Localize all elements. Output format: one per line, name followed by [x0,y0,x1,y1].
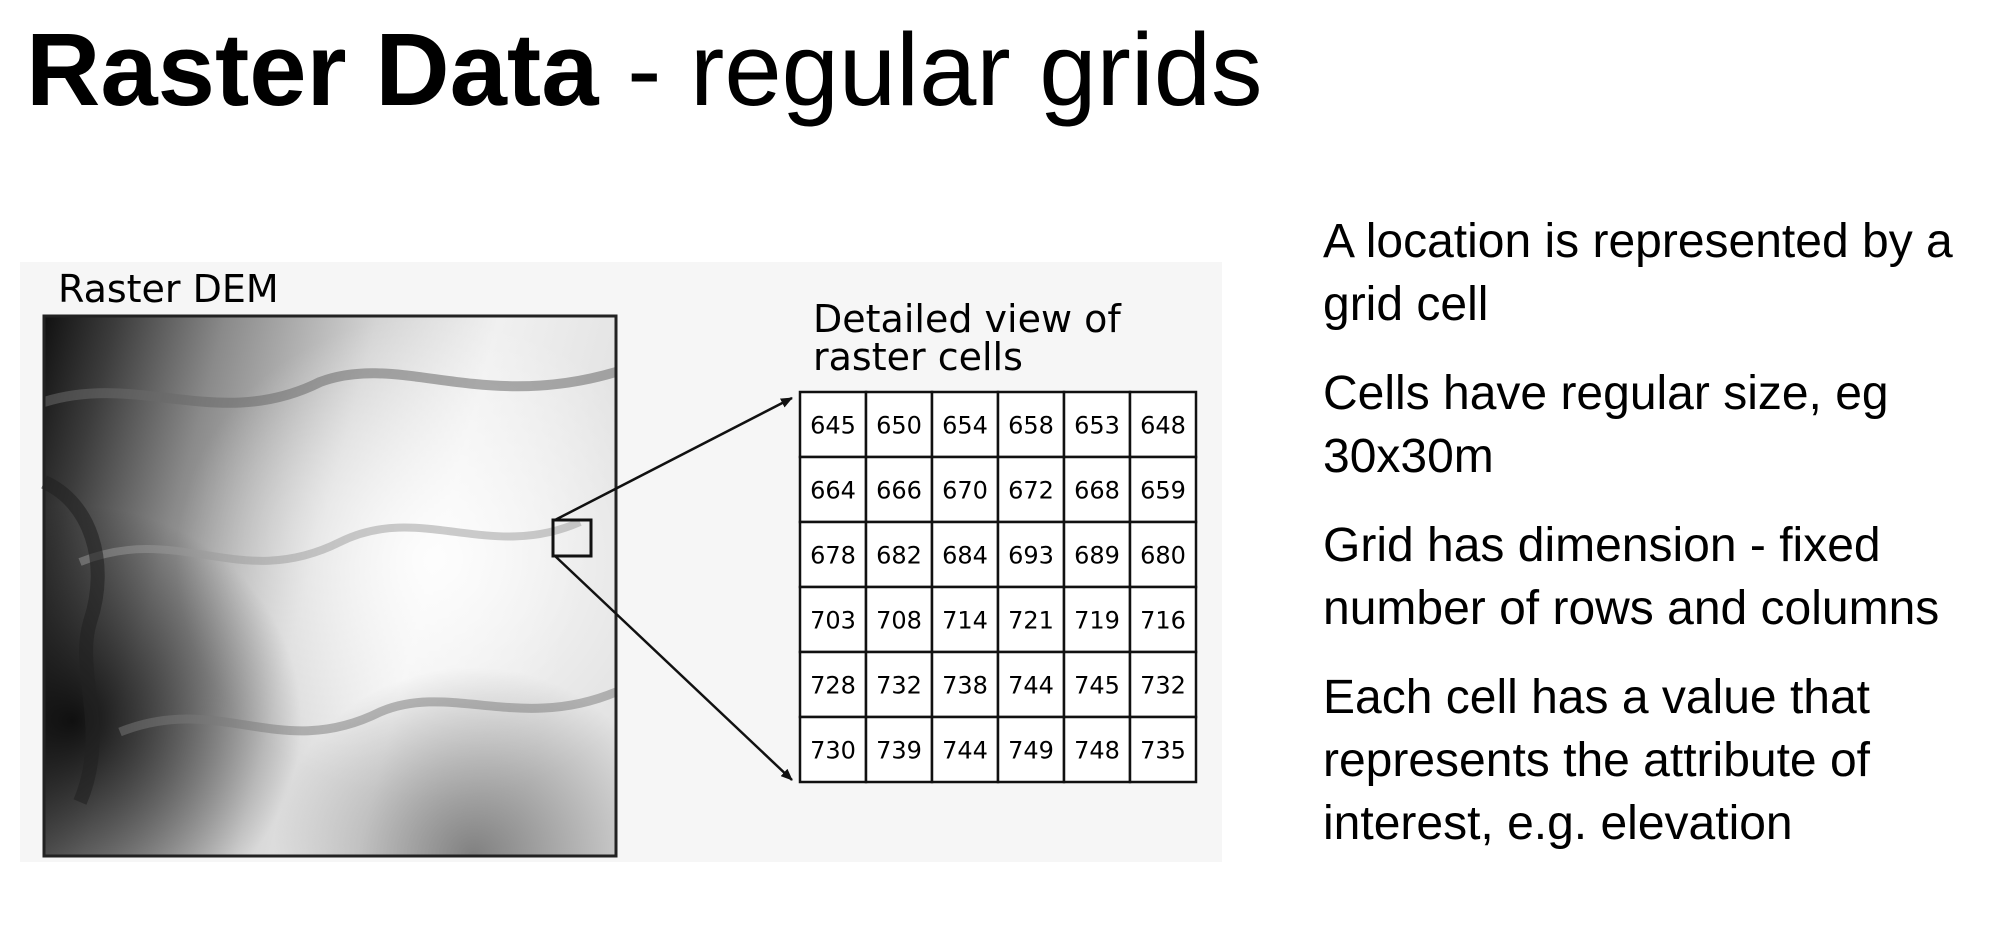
bullet-cell-size: Cells have regular size, eg 30x30m [1323,367,1889,483]
grid-cell-value: 708 [876,607,922,635]
grid-cell [1062,390,1132,459]
grid-cell [798,520,868,589]
bullet-grid-dimension: Grid has dimension - fixed number of row… [1323,519,1940,635]
grid-cell-value: 732 [1140,672,1186,700]
grid-cell-value: 650 [876,412,922,440]
grid-cell-value: 666 [876,477,922,505]
grid-cell [1128,390,1198,459]
grid-cell-value: 689 [1074,542,1120,570]
grid-cell-value: 664 [810,477,856,505]
grid-cell [996,585,1066,654]
grid-cell-value: 738 [942,672,988,700]
grid-cell-value: 645 [810,412,856,440]
slide-title: Raster Data - regular grids [26,6,1263,135]
grid-cell-value: 703 [810,607,856,635]
grid-cell-value: 678 [810,542,856,570]
grid-cell [996,455,1066,524]
grid-cell-value: 659 [1140,477,1186,505]
grid-cell-value: 716 [1140,607,1186,635]
grid-cell-value: 728 [810,672,856,700]
detail-label-line1: Detailed view of [813,297,1122,341]
title-bold: Raster Data [26,12,599,127]
bullet-cell-value: Each cell has a value that represents th… [1323,671,1871,850]
grid-cell-value: 719 [1074,607,1120,635]
grid-cell [930,585,1000,654]
grid-cell-value: 721 [1008,607,1054,635]
grid-cell [1128,455,1198,524]
grid-cell-value: 714 [942,607,988,635]
grid-cell [996,390,1066,459]
grid-cell [798,585,868,654]
grid-cell-value: 693 [1008,542,1054,570]
raster-figure: Raster DEM Detailed view of raster cells… [20,262,1222,862]
grid-cell-value: 658 [1008,412,1054,440]
grid-cell-value: 730 [810,737,856,765]
grid-cell [930,390,1000,459]
grid-cell [798,650,868,719]
grid-cell-value: 748 [1074,737,1120,765]
grid-cell-value: 684 [942,542,988,570]
grid-cell [930,455,1000,524]
zoom-arrow-bottom [554,555,793,781]
grid-cell-value: 648 [1140,412,1186,440]
grid-cell-value: 672 [1008,477,1054,505]
grid-cell [864,520,934,589]
grid-cell-value: 670 [942,477,988,505]
grid-cell-value: 739 [876,737,922,765]
grid-cell [1062,455,1132,524]
grid-cell [1062,520,1132,589]
raster-figure-svg: Raster DEM Detailed view of raster cells… [40,267,1198,858]
grid-cell-value: 668 [1074,477,1120,505]
grid-cell [930,520,1000,589]
grid-cell [930,715,1000,784]
dem-label: Raster DEM [58,267,279,311]
grid-cell-value: 682 [876,542,922,570]
grid-cell-value: 744 [1008,672,1054,700]
grid-cell-value: 653 [1074,412,1120,440]
raster-cell-grid: 645 650 654 658 653 648 664 666 670 672 668 659 678 6… [798,390,1198,784]
grid-cell [1062,715,1132,784]
grid-cell-value: 732 [876,672,922,700]
grid-cell [996,715,1066,784]
grid-cell [864,585,934,654]
grid-cell-value: 680 [1140,542,1186,570]
zoom-box [551,518,593,558]
title-rest: - regular grids [598,12,1263,127]
detail-label-line2: raster cells [813,335,1023,379]
grid-cell-value: 749 [1008,737,1054,765]
grid-cell [864,390,934,459]
zoom-arrow-top [554,396,793,522]
grid-cell-value: 745 [1074,672,1120,700]
dem-image [40,314,618,858]
grid-cell [1128,715,1198,784]
grid-cell [798,455,868,524]
grid-cell-value: 654 [942,412,988,440]
grid-cell-value: 744 [942,737,988,765]
bullet-location: A location is represented by a grid cell [1323,215,1953,331]
grid-cell [930,650,1000,719]
bullet-list: A location is represented by a grid cell… [1323,210,1973,881]
grid-cell-value: 735 [1140,737,1186,765]
